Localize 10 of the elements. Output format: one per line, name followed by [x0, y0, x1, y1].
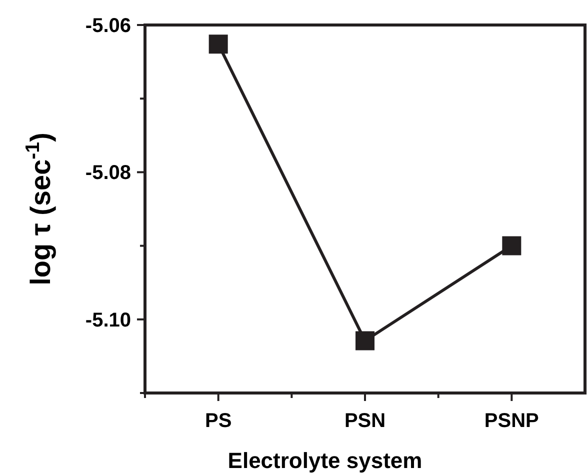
- y-tick-label: -5.06: [85, 15, 131, 37]
- x-tick-label: PSNP: [484, 410, 539, 432]
- point: [356, 331, 374, 350]
- point: [208, 34, 228, 54]
- point: [502, 236, 522, 256]
- x-tick-label: PSN: [344, 410, 386, 432]
- y-tick-label: -5.08: [85, 162, 131, 184]
- y-tick-label: -5.10: [85, 309, 131, 332]
- x-axis-title: Electrolyte system: [228, 448, 422, 473]
- x-tick-label: PS: [204, 410, 232, 432]
